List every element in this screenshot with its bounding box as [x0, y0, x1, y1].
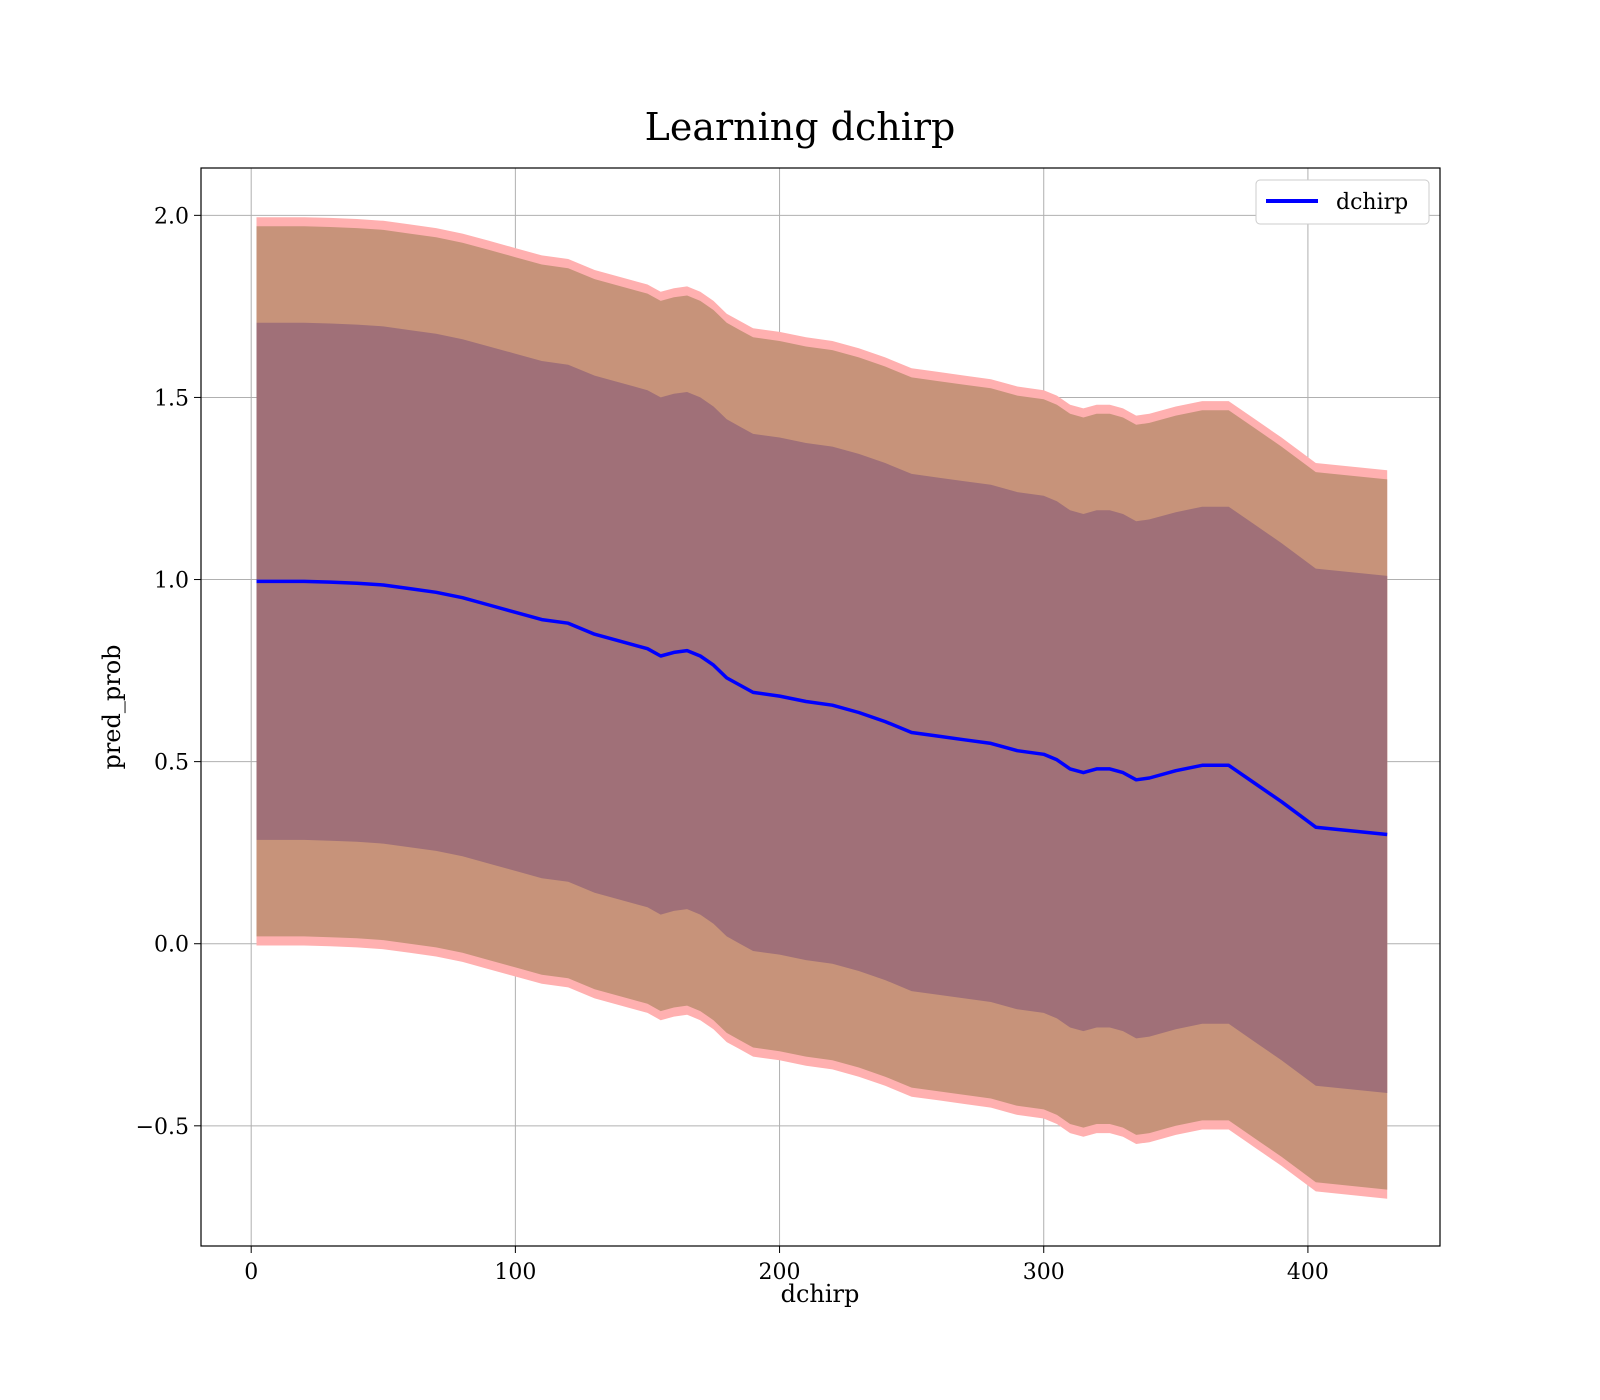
chart-title: Learning dchirp	[645, 105, 956, 149]
y-tick-label: 0.0	[154, 933, 189, 958]
band-inner	[256, 322, 1388, 1093]
legend-box	[1255, 179, 1430, 225]
legend[interactable]: dchirp	[1255, 179, 1430, 225]
y-tick-label: 1.5	[154, 386, 189, 411]
y-tick-label: −0.5	[136, 1115, 189, 1140]
x-tick-label: 200	[759, 1260, 801, 1285]
series-line-dchirp	[256, 579, 1388, 837]
x-axis-label: dchirp	[781, 1280, 860, 1308]
x-tick-label: 0	[244, 1260, 258, 1285]
y-tick-label: 2.0	[154, 204, 189, 229]
x-tick-label: 300	[1023, 1260, 1065, 1285]
y-tick-label: 0.5	[154, 751, 189, 776]
series-lines	[256, 579, 1388, 837]
plot-frame	[200, 167, 1441, 1247]
y-tick-label: 1.0	[154, 569, 189, 594]
y-axis-label: pred_prob	[98, 644, 126, 769]
x-tick-label: 100	[494, 1260, 536, 1285]
y-ticks: −0.5 0.0 0.5 1.0 1.5 2.0	[136, 204, 201, 1140]
legend-label: dchirp	[1336, 190, 1408, 215]
x-tick-label: 400	[1287, 1260, 1329, 1285]
bands	[256, 217, 1388, 1199]
x-ticks: 0 100 200 300 400	[244, 1246, 1329, 1285]
